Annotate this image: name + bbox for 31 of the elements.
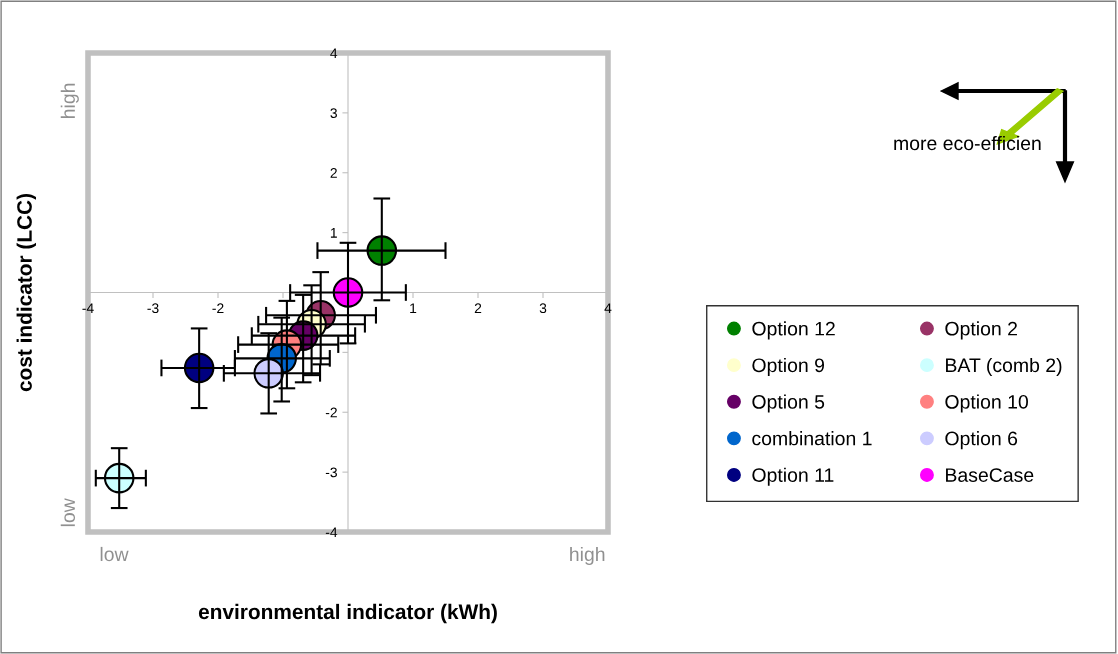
text: low <box>100 546 129 562</box>
x-tick-label: -4 <box>82 303 94 313</box>
x-tick-label: 4 <box>604 303 612 313</box>
legend-label: Option 2 <box>945 321 1017 340</box>
y-tick-label: 1 <box>330 228 337 238</box>
text: more eco-efficien <box>894 135 1041 151</box>
y-tick-label: -3 <box>325 467 337 478</box>
x-tick-label: -2 <box>212 303 224 313</box>
legend-label: Option 6 <box>945 431 1018 450</box>
legend-label: Option 5 <box>752 394 825 413</box>
legend-label: Option 12 <box>752 321 835 340</box>
y-axis-title: cost indicator (LCC) <box>16 193 36 392</box>
legend-label: Option 9 <box>752 357 825 376</box>
text: low <box>60 498 76 527</box>
y-tick-label: 3 <box>330 108 337 119</box>
legend-label: Option 11 <box>752 467 834 486</box>
y-tick-label: 2 <box>330 168 337 178</box>
x-tick-label: 3 <box>539 303 547 314</box>
legend-label: combination 1 <box>752 431 872 446</box>
x-tick-label: 1 <box>410 303 417 313</box>
x-tick-label: 2 <box>474 303 482 313</box>
y-tick-label: 4 <box>330 48 338 59</box>
text: high <box>60 83 79 118</box>
x-axis-title: environmental indicator (kWh) <box>198 603 497 624</box>
x-tick-label: -3 <box>147 303 159 314</box>
legend-label: BaseCase <box>946 468 1034 482</box>
legend-label: Option 10 <box>945 394 1028 413</box>
legend-label: BAT (comb 2) <box>946 357 1062 376</box>
y-tick-label: -4 <box>325 527 338 538</box>
y-tick-label: -2 <box>325 407 337 418</box>
text: high <box>570 546 605 566</box>
